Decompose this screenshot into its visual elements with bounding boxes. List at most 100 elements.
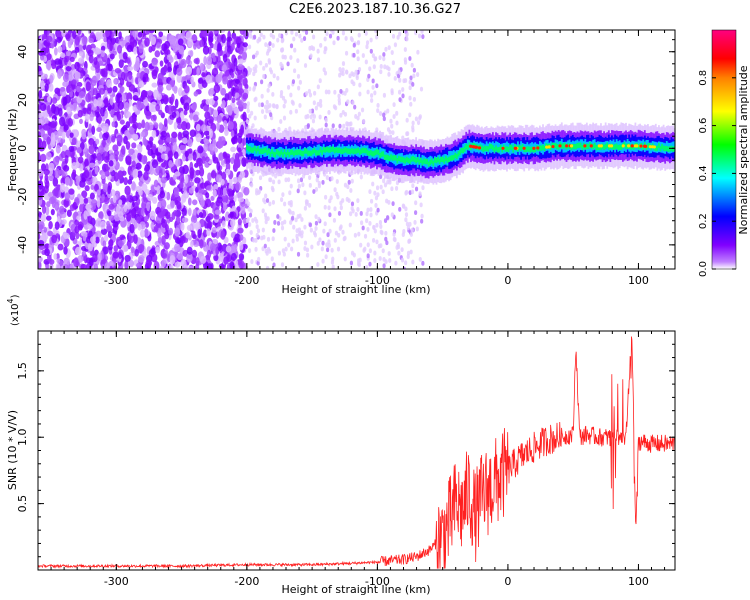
noise-blob	[146, 201, 151, 212]
noise-blob-faint	[390, 88, 394, 94]
trace-segment	[383, 149, 386, 160]
noise-blob	[123, 135, 128, 145]
noise-blob	[141, 119, 146, 129]
noise-blob	[88, 137, 95, 146]
noise-blob-faint	[388, 258, 392, 263]
noise-blob-faint	[256, 228, 261, 234]
trace-peak	[501, 146, 505, 150]
noise-blob	[234, 92, 240, 98]
noise-blob	[172, 141, 178, 151]
noise-blob	[74, 129, 79, 138]
trace-segment	[543, 145, 546, 152]
noise-blob-faint	[351, 208, 355, 214]
trace-segment	[521, 144, 524, 150]
noise-blob	[51, 97, 58, 104]
noise-blob	[206, 249, 212, 259]
noise-blob	[54, 188, 61, 199]
noise-blob-faint	[371, 78, 375, 84]
trace-segment	[297, 149, 300, 155]
noise-blob	[197, 228, 202, 239]
noise-blob-faint	[323, 204, 327, 210]
noise-blob	[129, 223, 135, 234]
trace-segment	[449, 155, 452, 162]
noise-blob	[197, 145, 204, 154]
trace-segment	[581, 145, 584, 151]
trace-segment	[466, 144, 469, 151]
noise-blob-faint	[311, 118, 316, 124]
noise-blob	[218, 152, 224, 161]
noise-blob	[176, 116, 182, 124]
trace-peak	[589, 144, 593, 148]
noise-blob	[173, 86, 178, 94]
noise-blob	[44, 83, 49, 93]
noise-blob	[59, 86, 66, 92]
noise-blob	[183, 264, 189, 269]
noise-blob	[189, 50, 194, 57]
noise-blob	[232, 177, 238, 184]
noise-blob	[234, 85, 239, 93]
noise-blob-faint	[373, 190, 377, 196]
noise-blob	[124, 129, 130, 138]
noise-blob	[86, 106, 92, 115]
noise-blob-faint	[364, 30, 368, 36]
noise-blob	[192, 208, 197, 216]
noise-blob-faint	[249, 177, 253, 183]
noise-blob	[237, 191, 244, 199]
trace-segment	[448, 151, 450, 162]
noise-blob	[72, 30, 77, 40]
trace-peak	[565, 144, 569, 148]
noise-blob	[119, 77, 125, 86]
noise-blob-faint	[283, 99, 287, 104]
noise-blob-faint	[269, 177, 273, 183]
noise-blob	[141, 155, 148, 165]
trace-segment	[314, 150, 317, 156]
trace-segment	[296, 149, 298, 156]
noise-blob-faint	[318, 114, 322, 120]
noise-blob-faint	[387, 251, 391, 256]
noise-blob	[112, 194, 117, 204]
noise-blob-faint	[266, 246, 271, 252]
trace-segment	[341, 148, 344, 155]
trace-segment	[441, 156, 444, 163]
noise-blob	[187, 153, 194, 161]
noise-blob-faint	[261, 208, 265, 214]
noise-blob-faint	[395, 110, 399, 116]
noise-blob	[48, 259, 55, 265]
noise-blob-faint	[317, 183, 321, 189]
trace-segment	[316, 144, 319, 156]
trace-peak	[643, 144, 647, 148]
noise-blob-faint	[408, 56, 412, 61]
noise-blob-faint	[271, 179, 276, 185]
noise-blob	[51, 136, 56, 146]
trace-segment	[318, 144, 320, 155]
noise-blob	[98, 210, 104, 220]
trace-segment	[434, 157, 436, 163]
trace-segment	[302, 150, 305, 157]
trace-peak	[471, 145, 475, 149]
noise-blob	[229, 211, 234, 218]
trace-segment	[604, 143, 607, 150]
noise-blob-faint	[369, 37, 373, 43]
noise-blob	[153, 224, 159, 233]
noise-blob-faint	[298, 33, 302, 39]
trace-segment	[313, 147, 316, 154]
trace-peak	[547, 145, 551, 149]
noise-blob-faint	[349, 211, 353, 217]
noise-blob	[47, 62, 51, 71]
noise-blob	[224, 70, 230, 77]
trace-segment	[446, 157, 449, 164]
trace-segment	[369, 149, 372, 156]
noise-blob	[237, 135, 243, 144]
noise-blob-faint	[420, 213, 424, 219]
noise-blob	[229, 261, 235, 269]
trace-segment	[274, 152, 277, 158]
noise-blob-faint	[279, 119, 283, 124]
trace-segment	[327, 147, 330, 153]
noise-blob-faint	[257, 36, 262, 42]
trace-segment	[463, 146, 466, 152]
noise-blob-faint	[365, 211, 369, 217]
trace-segment	[444, 155, 447, 162]
noise-blob-faint	[272, 228, 276, 233]
noise-blob	[148, 103, 154, 113]
noise-blob	[161, 162, 167, 168]
